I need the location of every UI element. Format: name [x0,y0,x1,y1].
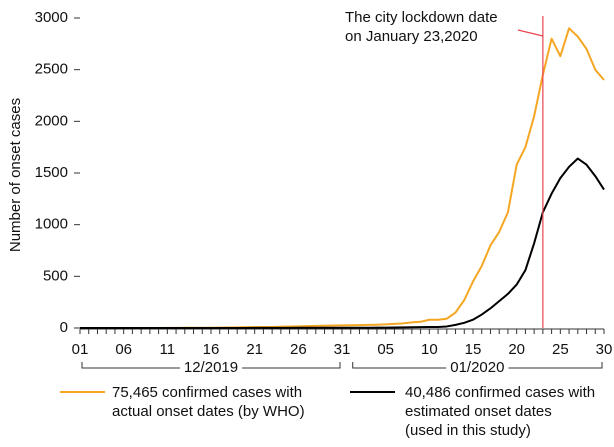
x-tick-label: 30 [596,341,613,358]
x-tick-label: 20 [508,341,525,358]
x-tick-label: 31 [334,341,351,358]
x-tick-label: 10 [421,341,438,358]
y-tick-label: 2500 [35,61,68,78]
x-tick-label: 25 [552,341,569,358]
annotation: The city lockdown date on January 23,202… [345,9,498,45]
series-line [80,157,605,329]
x-tick-label: 26 [290,341,307,358]
annotation-pointer [517,29,544,37]
x-tick-label: 16 [203,341,220,358]
series-line [80,27,605,329]
group-label-bg [179,358,243,376]
x-tick-label: 06 [115,341,132,358]
x-tick-label: 11 [160,341,176,358]
legend-label: 75,465 confirmed cases with actual onset… [112,384,305,420]
group-label-bg [446,358,509,376]
group-label: 12/2019 [184,359,238,376]
y-tick-label: 1000 [35,216,68,233]
y-tick-label: 2000 [35,112,68,129]
y-tick-label: 500 [43,267,68,284]
y-tick-label: 1500 [35,164,68,181]
y-axis-label: Number of onset cases [7,98,24,252]
legend-label: 40,486 confirmed cases with estimated on… [405,384,596,439]
x-tick-label: 05 [377,341,394,358]
y-tick-label: 0 [60,319,68,336]
x-tick-label: 15 [465,341,482,358]
y-tick-label: 3000 [35,9,68,26]
x-tick-label: 01 [72,341,89,358]
x-tick-label: 21 [246,341,263,358]
group-label: 01/2020 [450,359,504,376]
